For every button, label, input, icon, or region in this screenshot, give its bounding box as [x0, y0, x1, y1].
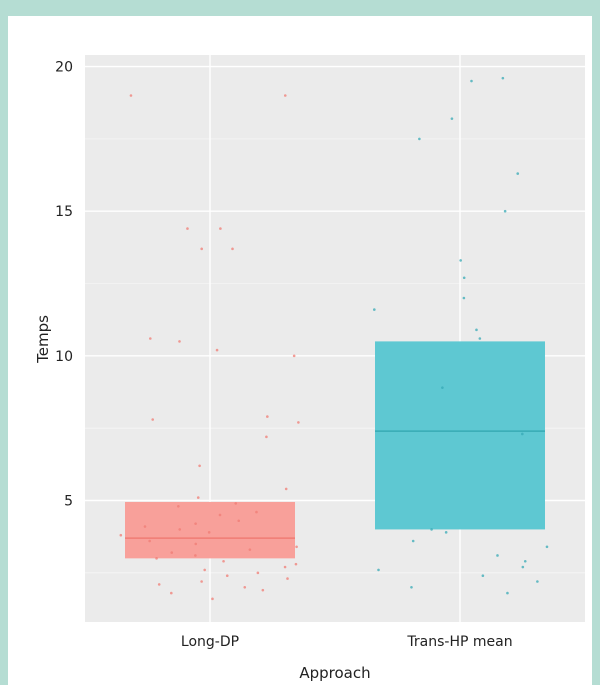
data-point: [536, 580, 539, 583]
data-point: [200, 247, 203, 251]
data-point: [521, 565, 525, 569]
data-point: [119, 533, 123, 537]
points-layer: [119, 76, 549, 601]
data-point: [194, 522, 197, 525]
data-point: [218, 513, 222, 517]
data-point: [481, 574, 485, 578]
data-point: [286, 577, 289, 580]
x-tick-labels: Long-DP Trans-HP mean: [181, 634, 513, 650]
data-point: [178, 528, 182, 531]
data-point: [215, 348, 219, 352]
data-point: [506, 591, 509, 595]
data-point: [521, 432, 524, 436]
data-point: [501, 76, 505, 80]
data-point: [462, 276, 466, 280]
y-axis-title: Temps: [34, 315, 52, 364]
y-tick-label: 15: [55, 204, 73, 220]
data-point: [170, 551, 174, 554]
y-tick-labels: 5 10 15 20: [55, 60, 73, 510]
boxes-layer: [125, 341, 545, 559]
data-point: [265, 435, 268, 439]
data-point: [231, 247, 234, 251]
data-point: [198, 464, 201, 468]
boxplot-chart: 5 10 15 20 Long-DP Trans-HP mean Temps Appro…: [34, 55, 585, 682]
data-point: [196, 496, 200, 499]
data-point: [545, 545, 549, 549]
data-point: [523, 559, 527, 563]
data-point: [203, 568, 206, 572]
y-tick-label: 10: [55, 349, 73, 365]
data-point: [462, 296, 466, 300]
data-point: [294, 562, 298, 566]
data-point: [248, 548, 252, 551]
data-point: [169, 591, 173, 595]
data-point: [222, 559, 225, 563]
data-point: [470, 79, 473, 83]
data-point: [496, 554, 499, 557]
data-point: [155, 557, 158, 560]
data-point: [503, 209, 507, 213]
data-point: [148, 539, 151, 543]
y-tick-label: 5: [64, 494, 73, 510]
data-point: [283, 94, 287, 97]
data-point: [516, 172, 520, 175]
data-point: [243, 585, 247, 589]
data-point: [475, 328, 478, 332]
data-point: [297, 421, 300, 424]
x-tick-label: Trans-HP mean: [406, 634, 512, 650]
data-point: [200, 580, 203, 583]
x-tick-label: Long-DP: [181, 634, 239, 650]
data-point: [211, 597, 214, 601]
data-point: [377, 568, 380, 572]
data-point: [459, 259, 462, 262]
data-point: [478, 337, 482, 340]
data-point: [261, 588, 265, 592]
data-point: [441, 386, 444, 389]
data-point: [450, 117, 454, 120]
data-point: [194, 554, 197, 557]
data-point: [444, 531, 448, 534]
data-point: [157, 583, 161, 586]
data-point: [283, 565, 287, 569]
data-point: [411, 539, 415, 543]
chart-card: 5 10 15 20 Long-DP Trans-HP mean Temps Appro…: [8, 16, 592, 685]
data-point: [418, 137, 421, 141]
data-point: [207, 531, 211, 534]
data-point: [266, 415, 269, 418]
x-axis-title: Approach: [299, 664, 370, 682]
data-point: [219, 227, 222, 230]
data-point: [295, 545, 298, 549]
data-point: [178, 340, 181, 343]
data-point: [177, 504, 180, 508]
data-point: [255, 510, 258, 514]
data-point: [256, 571, 260, 575]
data-point: [410, 585, 413, 589]
data-point: [143, 525, 147, 528]
data-point: [234, 502, 238, 505]
data-point: [284, 487, 288, 491]
y-tick-label: 20: [55, 60, 73, 76]
box-iqr: [125, 501, 295, 559]
data-point: [430, 528, 433, 531]
data-point: [186, 227, 189, 230]
data-point: [373, 308, 376, 311]
data-point: [225, 574, 229, 578]
data-point: [292, 354, 296, 358]
data-point: [237, 519, 241, 523]
box-iqr: [375, 341, 545, 530]
data-point: [129, 94, 133, 97]
data-point: [194, 542, 198, 546]
data-point: [151, 418, 155, 421]
data-point: [149, 337, 152, 340]
